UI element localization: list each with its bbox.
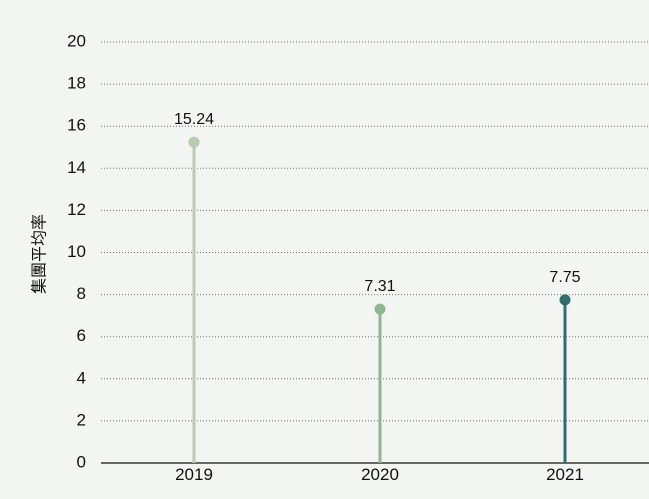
x-tick-label: 2021	[546, 465, 584, 484]
y-tick-label: 16	[67, 116, 86, 135]
y-tick-label: 20	[67, 31, 86, 50]
y-tick-label: 10	[67, 242, 86, 261]
x-axis-ticks: 2019 2020 2021	[175, 465, 584, 484]
x-tick-label: 2020	[361, 465, 399, 484]
y-tick-label: 14	[67, 158, 86, 177]
lollipop-point	[374, 303, 386, 315]
y-axis-ticks: 0 2 4 6 8 10 12 14 16 18 20	[67, 31, 86, 471]
lollipop-point	[559, 294, 571, 306]
y-axis-title: 集團平均率	[30, 214, 49, 294]
gridlines	[101, 41, 649, 422]
lollipop-point	[188, 136, 200, 148]
y-tick-label: 2	[77, 410, 86, 429]
y-tick-label: 0	[77, 452, 86, 471]
y-tick-label: 6	[77, 326, 86, 345]
y-tick-label: 8	[77, 284, 86, 303]
y-tick-label: 12	[67, 200, 86, 219]
y-tick-label: 4	[77, 368, 86, 387]
data-label: 7.75	[549, 269, 580, 286]
data-label: 7.31	[364, 278, 395, 295]
data-label: 15.24	[174, 111, 214, 128]
series: 15.24 7.31 7.75	[174, 111, 581, 463]
x-tick-label: 2019	[175, 465, 213, 484]
y-tick-label: 18	[67, 74, 86, 93]
